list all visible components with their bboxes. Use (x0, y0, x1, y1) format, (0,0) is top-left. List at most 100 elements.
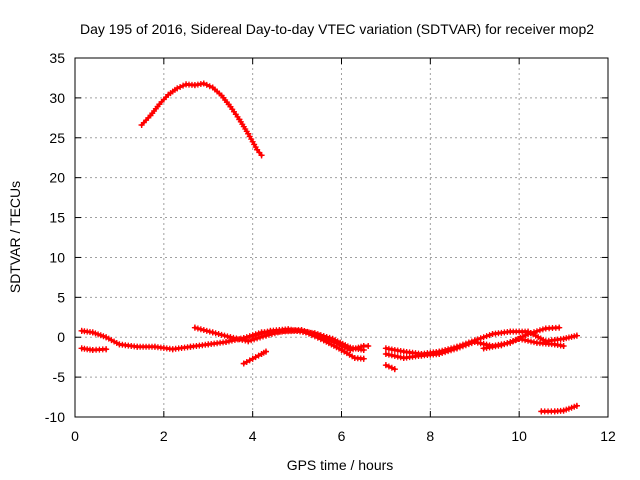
data-point (560, 335, 567, 342)
data-point (418, 352, 425, 359)
series-arc-e (249, 326, 367, 362)
x-tick-label: 8 (426, 428, 434, 444)
data-point (138, 122, 145, 129)
data-point (285, 326, 292, 333)
data-point (223, 339, 230, 346)
data-point (391, 366, 398, 373)
data-point (436, 350, 443, 357)
data-point (542, 325, 549, 332)
data-point (191, 82, 198, 89)
data-point (489, 331, 496, 338)
data-point (498, 342, 505, 349)
data-point (218, 92, 225, 99)
x-tick-label: 10 (511, 428, 527, 444)
data-point (533, 339, 540, 346)
y-tick-label: 5 (57, 289, 65, 305)
data-point (573, 332, 580, 339)
data-point (89, 346, 96, 353)
x-tick-label: 2 (160, 428, 168, 444)
series-arc-i (480, 335, 567, 352)
data-point (200, 80, 207, 87)
x-axis-label: GPS time / hours (287, 457, 394, 473)
series-arc-j (538, 402, 580, 415)
series-track (140, 82, 264, 157)
data-point (360, 355, 367, 362)
data-point (151, 343, 158, 350)
data-point (365, 342, 372, 349)
data-point (249, 332, 256, 339)
data-point (165, 91, 172, 98)
x-tick-label: 12 (600, 428, 616, 444)
data-point (400, 354, 407, 361)
series-markers (538, 402, 580, 415)
series-markers (138, 80, 265, 159)
data-point (347, 346, 354, 353)
data-point (351, 354, 358, 361)
data-point (516, 335, 523, 342)
data-point (338, 346, 345, 353)
x-tick-label: 4 (249, 428, 257, 444)
data-point (209, 329, 216, 336)
data-point (134, 343, 141, 350)
data-point (258, 152, 265, 159)
data-point (480, 345, 487, 352)
tick-layer: 0 2 4 6 8 10 12 -10 -5 0 5 10 15 20 25 30 35 (45, 50, 616, 444)
data-point (227, 103, 234, 110)
data-point (205, 341, 212, 348)
data-point (183, 81, 190, 88)
data-point (249, 355, 256, 362)
series-track (384, 363, 397, 371)
data-point (400, 348, 407, 355)
data-point (507, 328, 514, 335)
data-point (258, 350, 265, 357)
data-point (236, 116, 243, 123)
data-point (560, 342, 567, 349)
y-tick-label: 25 (49, 130, 65, 146)
data-point (471, 339, 478, 346)
series-arc-high (138, 80, 265, 159)
data-point (191, 324, 198, 331)
data-point (573, 402, 580, 409)
data-point (262, 332, 269, 339)
data-point (89, 329, 96, 336)
data-point (116, 341, 123, 348)
data-point (320, 337, 327, 344)
data-point (525, 331, 532, 338)
data-point (245, 338, 252, 345)
data-point (382, 345, 389, 352)
data-point (382, 350, 389, 357)
y-tick-label: 10 (49, 249, 65, 265)
data-point (267, 327, 274, 334)
data-point (556, 324, 563, 331)
series-arc-f (382, 362, 398, 373)
data-point (245, 130, 252, 137)
y-tick-label: 20 (49, 170, 65, 186)
data-point (174, 85, 181, 92)
y-axis-label: SDTVAR / TECUs (7, 181, 23, 293)
data-point (209, 84, 216, 91)
y-tick-label: 0 (57, 329, 65, 345)
data-point (262, 348, 269, 355)
data-point (227, 334, 234, 341)
y-tick-label: -5 (53, 369, 66, 385)
data-point (169, 346, 176, 353)
y-tick-label: 35 (49, 50, 65, 66)
series-layer (78, 80, 580, 415)
data-point (240, 360, 247, 367)
data-point (187, 343, 194, 350)
grid-layer (75, 58, 608, 417)
data-point (147, 112, 154, 119)
data-point (78, 345, 85, 352)
data-point (560, 407, 567, 414)
data-point (551, 341, 558, 348)
data-point (453, 345, 460, 352)
x-tick-label: 6 (338, 428, 346, 444)
data-point (103, 346, 110, 353)
data-point (538, 408, 545, 415)
data-point (103, 334, 110, 341)
data-point (302, 329, 309, 336)
y-tick-label: -10 (45, 409, 65, 425)
data-point (156, 101, 163, 108)
data-point (551, 408, 558, 415)
series-arc-b (78, 345, 110, 353)
